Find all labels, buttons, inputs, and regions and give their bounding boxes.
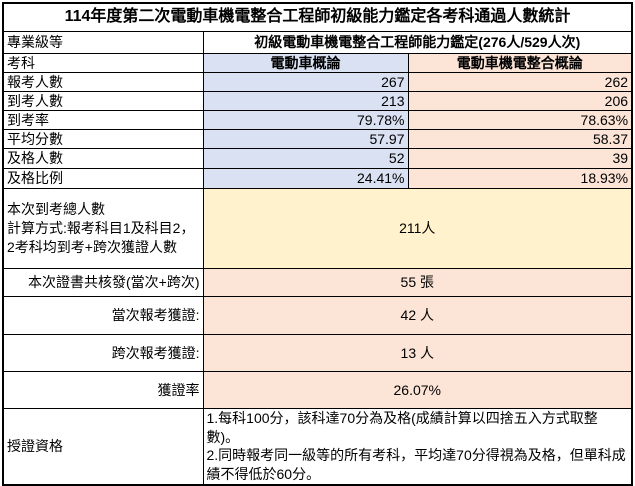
row-label: 平均分數 [2, 129, 204, 150]
attendance-total-value: 211人 [202, 187, 633, 269]
certificates-issued-label: 本次證書共核發(當次+跨次) [2, 267, 204, 297]
subject2-header: 電動車機電整合概論 [407, 52, 633, 73]
subject2-value: 39 [407, 148, 633, 169]
row-label: 到考人數 [2, 90, 204, 112]
table-row-registered: 報考人數 267 262 [2, 71, 633, 92]
current-session-certified-row: 當次報考獲證: 42 人 [2, 295, 633, 335]
attendance-total-label: 本次到考總人數 計算方式:報考科目1及科目2，2考科均到考+跨次獲證人數 [2, 187, 204, 269]
subject2-value: 78.63% [407, 110, 633, 131]
level-row: 專業級等 初級電動車機電整合工程師能力鑑定(276人/529人次) [2, 30, 633, 54]
subject2-value: 58.37 [407, 129, 633, 150]
subject-header-row: 考科 電動車概論 電動車機電整合概論 [2, 52, 633, 73]
certificates-issued-value: 55 張 [202, 267, 633, 297]
subject1-value: 24.41% [202, 167, 409, 189]
subject1-value: 52 [202, 148, 409, 169]
level-value: 初級電動車機電整合工程師能力鑑定(276人/529人次) [202, 30, 633, 54]
subject1-header: 電動車概論 [202, 52, 409, 73]
certification-rate-label: 獲證率 [2, 370, 204, 409]
qualification-row: 授證資格 1.每科100分，該科達70分為及格(成績計算以四捨五入方式取整數)。… [2, 407, 633, 486]
certificates-issued-row: 本次證書共核發(當次+跨次) 55 張 [2, 267, 633, 297]
table-row-average-score: 平均分數 57.97 58.37 [2, 129, 633, 150]
subject1-value: 79.78% [202, 110, 409, 131]
level-label: 專業級等 [2, 30, 204, 54]
cross-session-certified-value: 13 人 [202, 333, 633, 372]
certification-rate-row: 獲證率 26.07% [2, 370, 633, 409]
subject2-value: 262 [407, 71, 633, 92]
subject1-value: 267 [202, 71, 409, 92]
row-label: 到考率 [2, 110, 204, 131]
table-row-attended: 到考人數 213 206 [2, 90, 633, 112]
subject2-value: 206 [407, 90, 633, 112]
qualification-label: 授證資格 [2, 407, 204, 486]
current-session-certified-value: 42 人 [202, 295, 633, 335]
subject1-value: 213 [202, 90, 409, 112]
table-row-pass-rate: 及格比例 24.41% 18.93% [2, 167, 633, 189]
row-label: 及格人數 [2, 148, 204, 169]
page-title: 114年度第二次電動車機電整合工程師初級能力鑑定各考科通過人數統計 [2, 2, 633, 32]
qualification-rules-text: 1.每科100分，該科達70分為及格(成績計算以四捨五入方式取整數)。 2.同時… [202, 407, 633, 486]
subject2-value: 18.93% [407, 167, 633, 189]
row-label: 報考人數 [2, 71, 204, 92]
table-row-attendance-rate: 到考率 79.78% 78.63% [2, 110, 633, 131]
title-row: 114年度第二次電動車機電整合工程師初級能力鑑定各考科通過人數統計 [2, 2, 633, 32]
cross-session-certified-label: 跨次報考獲證: [2, 333, 204, 372]
table-row-passed-count: 及格人數 52 39 [2, 148, 633, 169]
attendance-total-row: 本次到考總人數 計算方式:報考科目1及科目2，2考科均到考+跨次獲證人數 211… [2, 187, 633, 269]
cross-session-certified-row: 跨次報考獲證: 13 人 [2, 333, 633, 372]
subject1-value: 57.97 [202, 129, 409, 150]
certification-rate-value: 26.07% [202, 370, 633, 409]
row-label: 及格比例 [2, 167, 204, 189]
subject-row-label: 考科 [2, 52, 204, 73]
current-session-certified-label: 當次報考獲證: [2, 295, 204, 335]
